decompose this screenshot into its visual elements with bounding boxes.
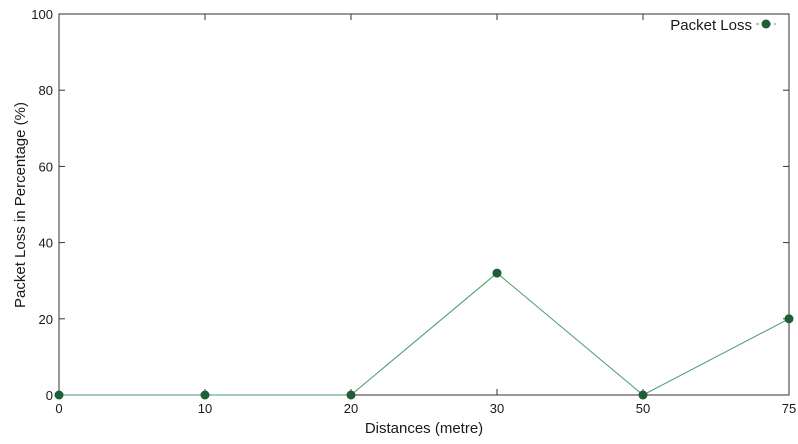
x-tick-label: 50: [636, 401, 650, 416]
legend: Packet Loss: [670, 17, 776, 34]
x-axis-title: Distances (metre): [365, 420, 483, 437]
y-tick-label: 60: [39, 159, 53, 174]
data-point: [346, 390, 356, 400]
y-tick-label: 20: [39, 312, 53, 327]
x-axis-ticks: 0 10 20 30 50 75: [55, 14, 796, 416]
y-axis-ticks: 0 20 40 60 80 100: [31, 7, 789, 403]
y-tick-label: 0: [46, 388, 53, 403]
y-tick-label: 80: [39, 83, 53, 98]
data-point: [638, 390, 648, 400]
data-point: [492, 268, 502, 278]
x-tick-label: 30: [490, 401, 504, 416]
y-tick-label: 40: [39, 236, 53, 251]
legend-label: Packet Loss: [670, 17, 752, 34]
x-tick-label: 75: [782, 401, 796, 416]
x-tick-label: 0: [55, 401, 62, 416]
series-line: [59, 272, 790, 396]
x-tick-label: 10: [198, 401, 212, 416]
y-tick-label: 100: [31, 7, 53, 22]
y-axis-title: Packet Loss in Percentage (%): [12, 102, 29, 308]
legend-marker: [761, 19, 771, 29]
plot-frame: [58, 13, 790, 396]
data-point: [200, 390, 210, 400]
series-layer: [54, 268, 794, 400]
data-point: [784, 314, 794, 324]
x-tick-label: 20: [344, 401, 358, 416]
data-point: [54, 390, 64, 400]
